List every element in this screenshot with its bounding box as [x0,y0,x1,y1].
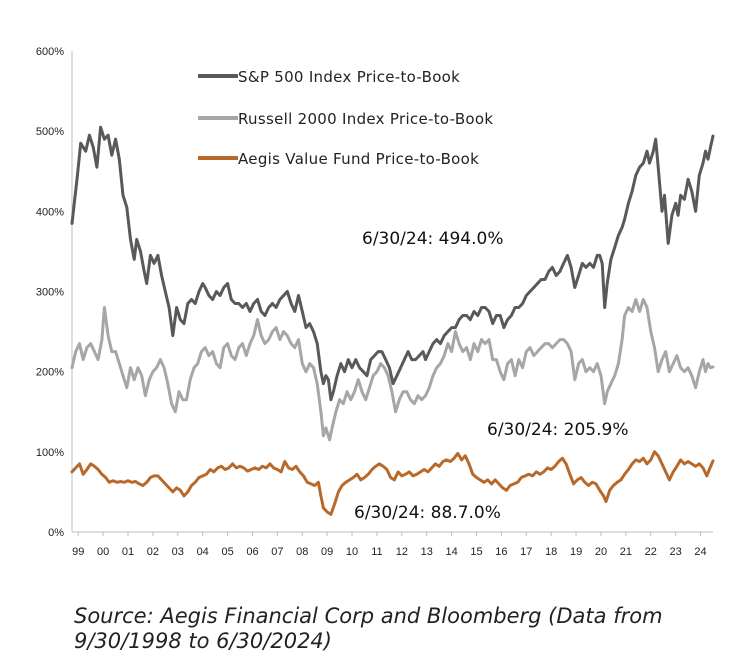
x-tick-label: 03 [172,546,184,558]
x-tick-label: 00 [97,546,109,558]
legend-item-sp500: S&P 500 Index Price-to-Book [198,68,460,86]
x-tick-label: 14 [445,546,457,558]
x-tick-label: 11 [371,546,382,558]
y-tick-label: 300% [36,287,64,299]
x-tick-label: 02 [147,546,159,558]
x-tick-label: 24 [694,546,706,558]
x-tick-label: 08 [296,546,308,558]
x-tick-label: 10 [346,546,358,558]
x-tick-label: 01 [122,546,134,558]
x-tick-label: 16 [495,546,507,558]
y-tick-label: 200% [36,367,64,379]
x-tick-label: 07 [271,546,283,558]
y-tick-label: 100% [36,447,64,459]
x-tick-label: 05 [221,546,233,558]
x-tick-label: 13 [421,546,433,558]
x-tick-label: 12 [396,546,408,558]
x-tick-label: 15 [470,546,482,558]
x-tick-label: 20 [595,546,607,558]
legend-item-russell2000: Russell 2000 Index Price-to-Book [198,110,493,128]
y-axis-ticks: 0% 100% 200% 300% 400% 500% 600% [36,46,64,539]
x-tick-label: 06 [246,546,258,558]
source-note: Source: Aegis Financial Corp and Bloombe… [74,604,663,653]
x-tick-label: 04 [197,546,209,558]
x-tick-label: 23 [670,546,682,558]
x-axis-ticks: 99 00 01 02 03 04 05 06 07 08 09 10 11 12 13 14 15 16 17 18… [72,532,707,558]
series-layer [70,125,715,516]
x-tick-label: 09 [321,546,333,558]
y-tick-label: 500% [36,126,64,138]
legend-label-aegis: Aegis Value Fund Price-to-Book [238,150,479,168]
y-tick-label: 600% [36,46,64,58]
price-to-book-chart: 0% 100% 200% 300% 400% 500% 600% 99 00 01 02 03 04 0… [36,46,715,558]
y-tick-label: 0% [48,527,64,539]
legend-item-aegis: Aegis Value Fund Price-to-Book [198,150,479,168]
x-tick-label: 17 [520,546,532,558]
legend: S&P 500 Index Price-to-Book Russell 2000… [198,68,493,168]
x-tick-label: 21 [620,546,632,558]
x-tick-label: 18 [545,546,557,558]
legend-label-russell2000: Russell 2000 Index Price-to-Book [238,110,493,128]
x-tick-label: 99 [72,546,84,558]
annotation-sp500: 6/30/24: 494.0% [362,229,504,249]
legend-label-sp500: S&P 500 Index Price-to-Book [238,68,460,86]
series-line-aegis [70,450,715,516]
annotation-aegis: 6/30/24: 88.7.0% [354,503,501,523]
x-tick-label: 19 [570,546,582,558]
x-tick-label: 22 [645,546,657,558]
series-line-sp500 [70,125,715,402]
annotation-russell2000: 6/30/24: 205.9% [487,420,629,440]
y-tick-label: 400% [36,206,64,218]
series-line-russell2000 [70,298,715,442]
